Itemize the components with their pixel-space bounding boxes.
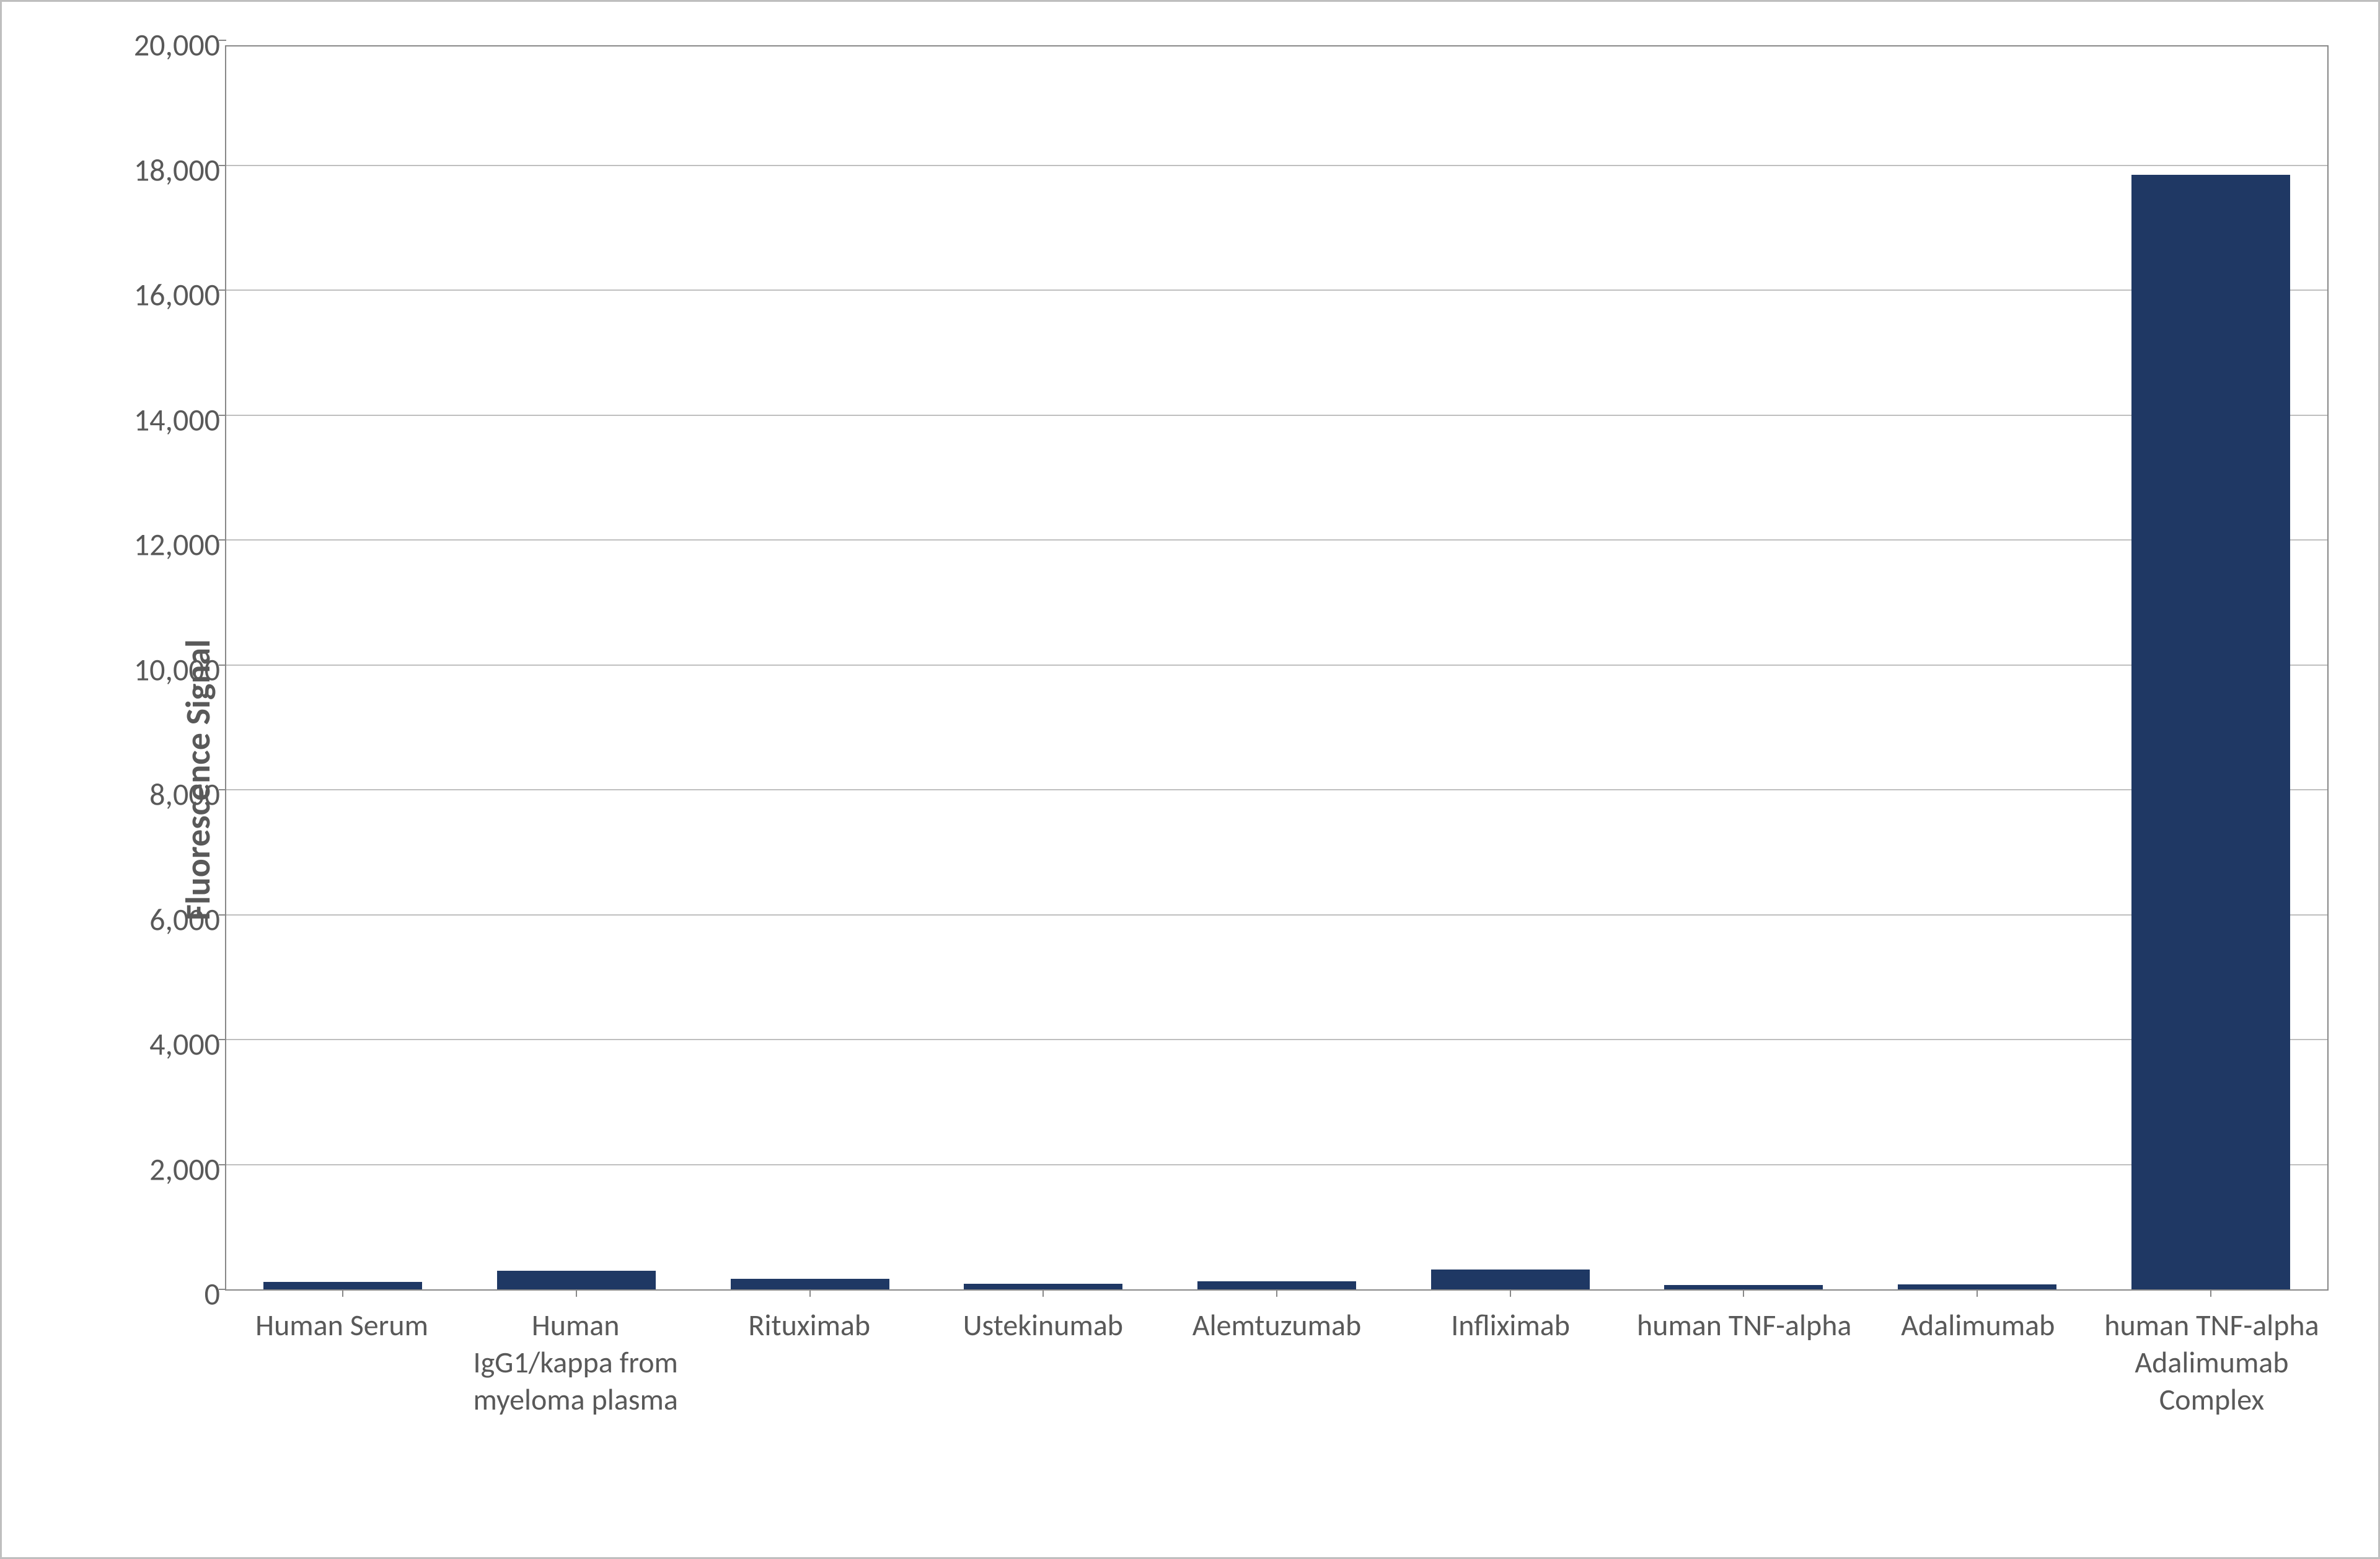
x-tick-mark [1510,1289,1511,1297]
y-tick-mark [219,665,226,666]
y-tick-label: 10,000 [134,651,220,689]
y-tick-label: 4,000 [149,1026,220,1064]
bar [1431,1270,1590,1289]
bar-slot [1627,46,1861,1289]
y-tick-label: 16,000 [134,276,220,314]
y-tick-label: 0 [205,1276,220,1314]
bar-slot [927,46,1160,1289]
y-tick-mark [219,1164,226,1165]
x-axis-label: human TNF-alpha [1628,1297,1861,1532]
bar-slot [1393,46,1627,1289]
y-tick-mark [219,1289,226,1290]
x-tick-mark [342,1289,343,1297]
bar-slot [1861,46,2094,1289]
x-axis-label: Human Serum [225,1297,459,1532]
bars-group [226,46,2327,1289]
bar [2131,175,2290,1289]
bar-slot [1160,46,1394,1289]
x-tick-mark [576,1289,577,1297]
y-tick-label: 2,000 [149,1150,220,1188]
y-tick-label: 20,000 [134,27,220,64]
bar-slot [693,46,927,1289]
y-tick-mark [219,40,226,41]
x-axis-labels: Human SerumHuman IgG1/kappa from myeloma… [225,1297,2329,1532]
bar-slot [226,46,460,1289]
x-tick-mark [1977,1289,1978,1297]
y-tick-label: 6,000 [149,901,220,938]
x-tick-mark [1042,1289,1044,1297]
bar [263,1282,422,1289]
bar [964,1284,1122,1289]
x-axis-label: Infliximab [1394,1297,1628,1532]
bar [1197,1281,1356,1289]
bar-slot [460,46,694,1289]
x-axis-label: Human IgG1/kappa from myeloma plasma [459,1297,692,1532]
chart-inner: Fluorescence Signal 02,0004,0006,0008,00… [27,27,2353,1532]
x-axis-label: Adalimumab [1861,1297,2095,1532]
chart-container: Fluorescence Signal 02,0004,0006,0008,00… [0,0,2380,1559]
x-axis-label: Alemtuzumab [1160,1297,1393,1532]
y-tick-mark [219,789,226,790]
x-tick-mark [2210,1289,2211,1297]
bar [731,1279,889,1289]
y-tick-label: 8,000 [149,776,220,814]
y-tick-mark [219,415,226,416]
x-tick-mark [1276,1289,1277,1297]
bar [1898,1284,2056,1289]
plot-area [225,45,2329,1291]
x-axis-label: Ustekinumab [926,1297,1160,1532]
x-axis-label: Rituximab [692,1297,926,1532]
x-tick-mark [809,1289,811,1297]
y-tick-label: 12,000 [134,526,220,564]
y-tick-label: 14,000 [134,401,220,439]
y-tick-label: 18,000 [134,151,220,189]
y-tick-mark [219,289,226,291]
y-tick-mark [219,914,226,916]
y-tick-mark [219,539,226,541]
bar [497,1271,656,1289]
bar [1664,1285,1823,1289]
y-tick-mark [219,165,226,166]
y-tick-mark [219,1039,226,1040]
x-axis-label: human TNF-alpha Adalimumab Complex [2095,1297,2329,1532]
x-tick-mark [1743,1289,1744,1297]
bar-slot [2094,46,2327,1289]
